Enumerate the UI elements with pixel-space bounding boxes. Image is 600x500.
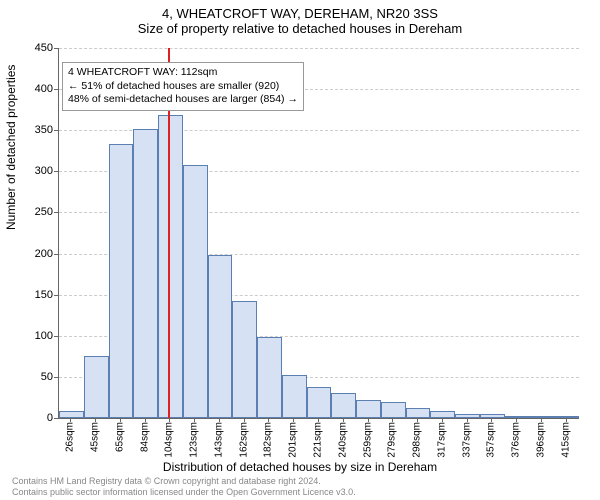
- ytick-mark: [54, 89, 59, 90]
- ytick-label: 150: [13, 289, 53, 301]
- histogram-bar: [109, 144, 134, 418]
- histogram-bar: [232, 301, 257, 418]
- histogram-bar: [282, 375, 307, 418]
- ytick-label: 300: [13, 165, 53, 177]
- histogram-bar: [133, 129, 158, 418]
- xtick-mark: [541, 418, 542, 422]
- ytick-mark: [54, 48, 59, 49]
- xtick-label: 104sqm: [164, 422, 175, 458]
- ytick-mark: [54, 377, 59, 378]
- xtick-mark: [467, 418, 468, 422]
- xtick-label: 45sqm: [90, 422, 101, 452]
- xtick-mark: [417, 418, 418, 422]
- xtick-mark: [392, 418, 393, 422]
- annotation-box: 4 WHEATCROFT WAY: 112sqm ← 51% of detach…: [62, 62, 304, 111]
- histogram-bar: [381, 402, 406, 418]
- histogram-bar: [208, 255, 233, 418]
- xtick-mark: [244, 418, 245, 422]
- histogram-bar: [529, 416, 554, 418]
- ytick-mark: [54, 212, 59, 213]
- ytick-label: 100: [13, 330, 53, 342]
- xtick-mark: [516, 418, 517, 422]
- histogram-bar: [84, 356, 109, 418]
- xtick-label: 26sqm: [65, 422, 76, 452]
- xtick-label: 143sqm: [213, 422, 224, 458]
- xtick-label: 298sqm: [412, 422, 423, 458]
- ytick-label: 0: [13, 412, 53, 424]
- ytick-label: 250: [13, 206, 53, 218]
- histogram-bar: [307, 387, 332, 418]
- xtick-mark: [95, 418, 96, 422]
- ytick-label: 450: [13, 42, 53, 54]
- xtick-mark: [169, 418, 170, 422]
- histogram-bar: [331, 393, 356, 418]
- title-address: 4, WHEATCROFT WAY, DEREHAM, NR20 3SS: [0, 0, 600, 21]
- xtick-label: 337sqm: [461, 422, 472, 458]
- annot-line1: 4 WHEATCROFT WAY: 112sqm: [68, 66, 298, 80]
- xtick-mark: [268, 418, 269, 422]
- xtick-label: 415sqm: [560, 422, 571, 458]
- ytick-label: 200: [13, 248, 53, 260]
- xtick-label: 396sqm: [535, 422, 546, 458]
- ytick-label: 400: [13, 83, 53, 95]
- ytick-label: 350: [13, 124, 53, 136]
- xtick-mark: [70, 418, 71, 422]
- xtick-label: 317sqm: [436, 422, 447, 458]
- ytick-mark: [54, 295, 59, 296]
- footer-attribution: Contains HM Land Registry data © Crown c…: [12, 476, 356, 498]
- xtick-label: 182sqm: [263, 422, 274, 458]
- footer-line2: Contains public sector information licen…: [12, 487, 356, 498]
- x-axis-label: Distribution of detached houses by size …: [0, 460, 600, 474]
- histogram-bar: [183, 165, 208, 418]
- xtick-label: 201sqm: [288, 422, 299, 458]
- ytick-mark: [54, 171, 59, 172]
- xtick-label: 279sqm: [387, 422, 398, 458]
- xtick-mark: [566, 418, 567, 422]
- xtick-label: 123sqm: [189, 422, 200, 458]
- gridline: [59, 48, 579, 49]
- xtick-mark: [318, 418, 319, 422]
- chart-area: 050100150200250300350400450 4 WHEATCROFT…: [58, 48, 578, 418]
- xtick-label: 376sqm: [511, 422, 522, 458]
- xtick-mark: [442, 418, 443, 422]
- annot-line2: ← 51% of detached houses are smaller (92…: [68, 80, 298, 94]
- ytick-mark: [54, 130, 59, 131]
- xtick-label: 357sqm: [486, 422, 497, 458]
- histogram-bar: [406, 408, 431, 418]
- xtick-label: 240sqm: [337, 422, 348, 458]
- xtick-mark: [343, 418, 344, 422]
- xtick-label: 162sqm: [238, 422, 249, 458]
- xtick-label: 84sqm: [139, 422, 150, 452]
- xtick-label: 65sqm: [114, 422, 125, 452]
- ytick-mark: [54, 418, 59, 419]
- xtick-mark: [194, 418, 195, 422]
- histogram-bar: [554, 416, 579, 418]
- xtick-mark: [368, 418, 369, 422]
- histogram-bar: [59, 411, 84, 418]
- ytick-mark: [54, 336, 59, 337]
- xtick-mark: [293, 418, 294, 422]
- xtick-mark: [219, 418, 220, 422]
- xtick-mark: [120, 418, 121, 422]
- xtick-label: 259sqm: [362, 422, 373, 458]
- footer-line1: Contains HM Land Registry data © Crown c…: [12, 476, 356, 487]
- ytick-mark: [54, 254, 59, 255]
- annot-line3: 48% of semi-detached houses are larger (…: [68, 93, 298, 107]
- title-subtitle: Size of property relative to detached ho…: [0, 21, 600, 38]
- ytick-label: 50: [13, 371, 53, 383]
- histogram-bar: [455, 414, 480, 418]
- histogram-bar: [430, 411, 455, 418]
- histogram-bar: [158, 115, 183, 418]
- xtick-label: 221sqm: [313, 422, 324, 458]
- histogram-bar: [356, 400, 381, 418]
- histogram-bar: [257, 337, 282, 418]
- xtick-mark: [491, 418, 492, 422]
- xtick-mark: [145, 418, 146, 422]
